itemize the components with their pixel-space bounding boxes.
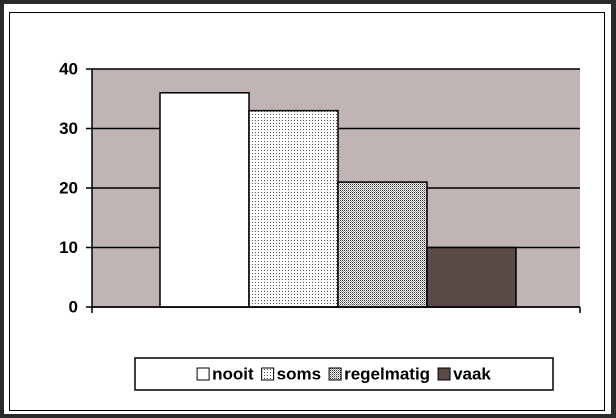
y-tick-label: 10: [59, 238, 78, 257]
legend-swatch: [437, 367, 451, 381]
plot-area: 0 10 20 30 40: [59, 59, 581, 316]
legend-swatch: [196, 367, 210, 381]
bar: [248, 109, 339, 308]
legend-label: soms: [277, 364, 321, 383]
legend-label: regelmatig: [344, 364, 430, 383]
bar: [337, 181, 428, 308]
y-tick-label: 20: [59, 178, 78, 197]
legend-swatch: [261, 367, 275, 381]
bar: [159, 92, 250, 308]
bar: [426, 246, 517, 308]
legend: nooit soms regelmatig vaak: [134, 357, 554, 391]
y-tick-label: 40: [59, 59, 78, 78]
legend-swatch: [328, 367, 342, 381]
legend-label: vaak: [453, 364, 491, 383]
y-tick-label: 30: [59, 119, 78, 138]
chart-border: [9, 12, 605, 411]
y-tick-label: 0: [69, 297, 78, 316]
legend-label: nooit: [212, 364, 254, 383]
